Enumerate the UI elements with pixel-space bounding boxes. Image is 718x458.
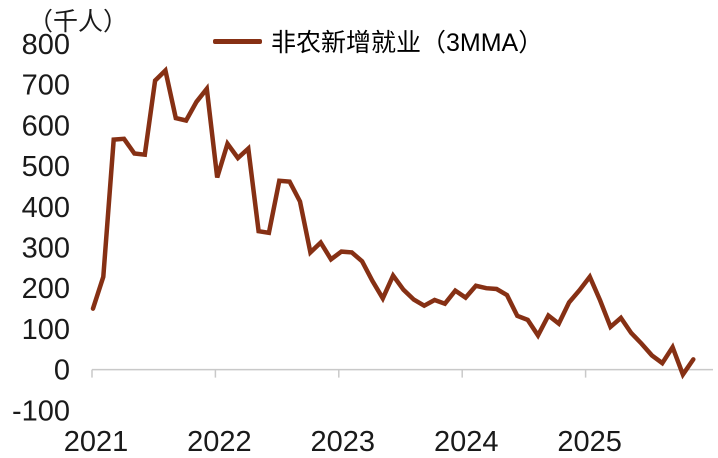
y-tick-label: 400 (22, 192, 70, 224)
y-tick-label: 0 (54, 355, 70, 387)
x-tick-label: 2021 (64, 426, 129, 458)
y-tick-label: 700 (22, 70, 70, 102)
x-tick-label: 2024 (434, 426, 499, 458)
y-tick-label: -100 (12, 395, 70, 427)
x-tick-label: 2023 (311, 426, 376, 458)
x-tick-label: 2022 (187, 426, 252, 458)
y-axis-unit-label: （千人） (28, 8, 129, 36)
legend-line-swatch (213, 38, 262, 44)
y-tick-label: 500 (22, 151, 70, 183)
y-tick-label: 300 (22, 233, 70, 265)
y-tick-label: 600 (22, 110, 70, 142)
legend: 非农新增就业（3MMA） (213, 26, 544, 57)
y-tick-label: 800 (22, 29, 70, 61)
y-tick-label: 200 (22, 273, 70, 305)
payrolls-line-series (90, 66, 696, 380)
y-tick-label: 100 (22, 314, 70, 346)
legend-label: 非农新增就业（3MMA） (271, 29, 544, 57)
x-tick-label: 2025 (557, 426, 622, 458)
